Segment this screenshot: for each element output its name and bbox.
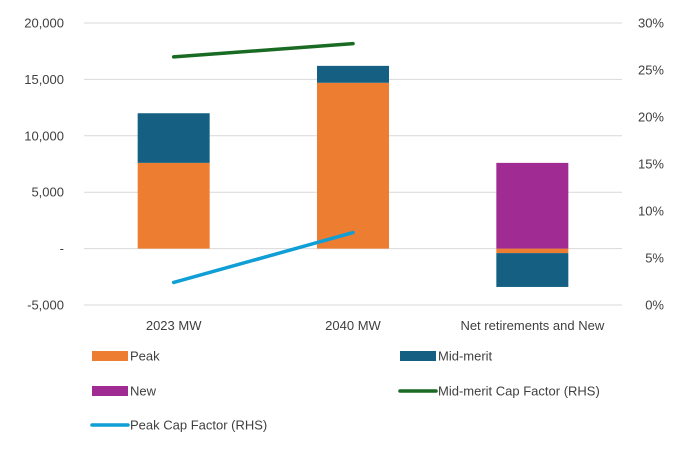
lines (171, 41, 355, 285)
right-tick-label: 25% (638, 63, 664, 78)
right-tick-label: 10% (638, 204, 664, 219)
left-tick-label: - (60, 241, 64, 256)
legend-label-peak-cap-factor-rhs-: Peak Cap Factor (RHS) (130, 418, 267, 433)
legend: Peak Mid-merit New Mid-merit Cap Factor (RH… (90, 349, 600, 433)
bar-mid-merit-0 (137, 113, 210, 163)
bar-peak-2 (496, 248, 569, 254)
left-tick-label: 15,000 (24, 72, 64, 87)
right-axis-tick-labels: 0% 5% 10% 15% 20% 25% 30% (638, 16, 664, 313)
bar-new-2 (496, 162, 569, 249)
right-tick-label: 15% (638, 157, 664, 172)
category-labels: 2023 MW 2040 MW Net retirements and New (146, 318, 605, 333)
legend-swatch-peak (92, 351, 128, 361)
left-tick-label: -5,000 (27, 298, 64, 313)
right-tick-label: 30% (638, 16, 664, 31)
category-label: 2040 MW (325, 318, 381, 333)
bar-mid-merit-2 (496, 253, 569, 287)
legend-label-new: New (130, 384, 157, 399)
left-tick-label: 10,000 (24, 128, 64, 143)
legend-swatch-mid-merit (400, 351, 436, 361)
left-tick-label: 5,000 (31, 185, 64, 200)
right-tick-label: 5% (645, 251, 664, 266)
bar-peak-1 (317, 82, 389, 249)
right-tick-label: 20% (638, 110, 664, 125)
line-mid-merit-cap-factor-rhs- (171, 41, 355, 59)
bars (137, 65, 569, 287)
legend-label-peak: Peak (130, 349, 160, 364)
bar-mid-merit-1 (317, 65, 389, 83)
line-peak-cap-factor-rhs- (171, 230, 355, 285)
legend-label-mid-merit: Mid-merit (438, 349, 493, 364)
legend-swatch-new (92, 386, 128, 396)
category-label: Net retirements and New (460, 318, 604, 333)
right-tick-label: 0% (645, 298, 664, 313)
category-label: 2023 MW (146, 318, 202, 333)
left-tick-label: 20,000 (24, 16, 64, 31)
bar-peak-0 (137, 162, 210, 249)
legend-label-mid-merit-cap-factor-rhs-: Mid-merit Cap Factor (RHS) (438, 384, 600, 399)
